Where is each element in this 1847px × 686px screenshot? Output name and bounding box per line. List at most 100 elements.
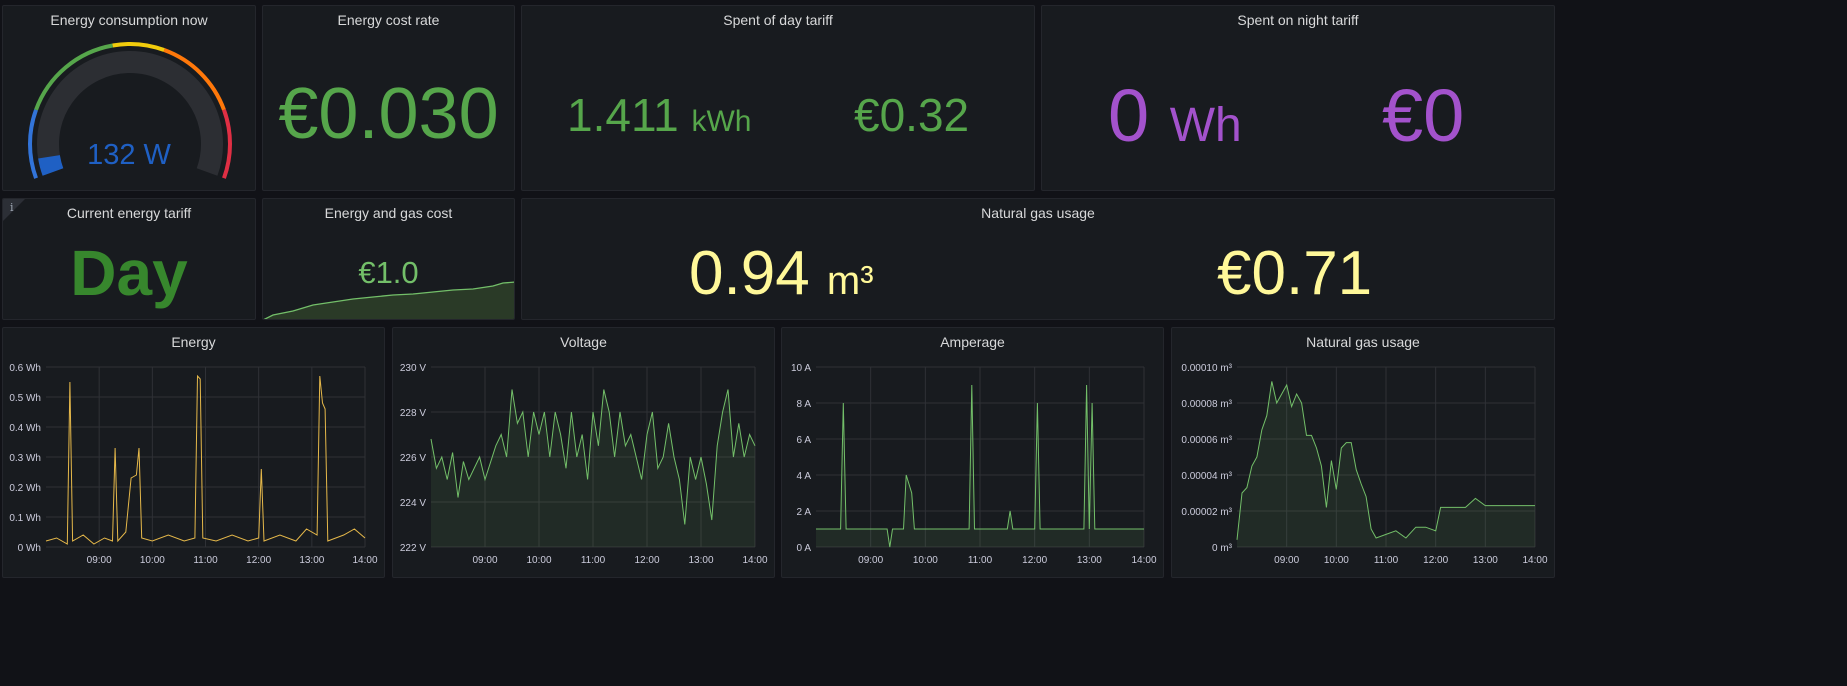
y-tick-label: 6 A [797,435,812,446]
y-tick-label: 10 A [791,363,811,374]
cost-rate-value: €0.030 [278,74,499,154]
panel-title: Voltage [560,334,607,350]
energy-gauge [28,42,232,179]
panel-title: Amperage [940,334,1005,350]
night-energy-value: 0 [1108,74,1150,157]
y-tick-label: 222 V [400,543,426,554]
gas-cost-value: €0.71 [1217,239,1373,308]
y-tick-label: 0.2 Wh [9,483,41,494]
energy-now-value: 132 W [87,139,171,171]
x-tick-label: 14:00 [352,555,377,566]
panel-title: Energy and gas cost [324,205,453,221]
y-tick-label: 0.6 Wh [9,363,41,374]
series-area [1237,381,1535,547]
current-tariff-value: Day [70,237,188,309]
panel-title: Spent of day tariff [723,12,833,28]
panel-natural-gas-usage-stat[interactable]: Natural gas usage 0.94 m³ €0.71 [521,198,1555,320]
voltage-chart: 222 V 224 V 226 V 228 V 230 V 09:00 10:00 11:00… [400,363,768,566]
night-energy-unit: Wh [1169,99,1242,152]
y-tick-label: 0.00008 m³ [1181,399,1232,410]
panel-energy-consumption-now[interactable]: Energy consumption now 132 W [2,5,256,191]
x-tick-label: 14:00 [1131,555,1156,566]
energy-chart: 0 Wh 0.1 Wh 0.2 Wh 0.3 Wh 0.4 Wh 0.5 Wh 0.6 Wh… [9,363,378,566]
gauge-threshold-band [163,48,226,111]
cost-sparkline [263,281,514,319]
x-tick-label: 14:00 [1522,555,1547,566]
panel-amperage-chart[interactable]: Amperage 0 A 2 A 4 A 6 A 8 A 10 A 09:00 10:00 11… [781,327,1164,578]
day-energy-stat: 1.411 kWh [567,92,751,138]
x-tick-label: 09:00 [87,555,112,566]
panel-title: Energy cost rate [337,12,440,28]
series-line [1236,381,1535,540]
panel-natural-gas-usage-chart[interactable]: Natural gas usage 0 m³ 0.00002 m³ 0.00004 … [1171,327,1555,578]
y-tick-label: 0 m³ [1212,543,1233,554]
y-tick-label: 226 V [400,453,426,464]
x-tick-label: 14:00 [742,555,767,566]
info-icon[interactable]: i [10,201,14,214]
x-tick-label: 10:00 [526,555,551,566]
gauge-threshold-band [34,43,113,111]
panel-current-energy-tariff[interactable]: i Current energy tariff Day [2,198,256,320]
panel-energy-chart[interactable]: Energy 0 Wh 0.1 Wh 0.2 Wh 0.3 Wh 0.4 Wh 0.5 W… [2,327,385,578]
x-tick-label: 10:00 [1324,555,1349,566]
panel-spent-night-tariff[interactable]: Spent on night tariff 0 Wh €0 [1041,5,1555,191]
energy-gas-cost-value: €1.0 [358,255,419,290]
series-line [816,384,1144,548]
y-tick-label: 0.00004 m³ [1181,471,1232,482]
panel-title: Spent on night tariff [1237,12,1359,28]
series-line [430,389,756,525]
y-tick-label: 8 A [797,399,812,410]
gauge-track [37,51,223,176]
night-cost-value: €0 [1382,74,1465,157]
gauge-threshold-band [222,109,232,179]
panel-energy-cost-rate[interactable]: Energy cost rate €0.030 [262,5,515,191]
panel-title: Natural gas usage [981,205,1095,221]
panel-title: Natural gas usage [1306,334,1420,350]
x-tick-label: 09:00 [1274,555,1299,566]
panel-spent-day-tariff[interactable]: Spent of day tariff 1.411 kWh €0.32 [521,5,1035,191]
panel-voltage-chart[interactable]: Voltage 222 V 224 V 226 V 228 V 230 V 09:00 10… [392,327,775,578]
x-tick-label: 12:00 [634,555,659,566]
x-tick-label: 12:00 [246,555,271,566]
y-tick-label: 0.4 Wh [9,423,41,434]
gas-volume-stat: 0.94 m³ [689,243,874,305]
x-tick-label: 13:00 [1473,555,1498,566]
x-tick-label: 09:00 [858,555,883,566]
series-area [816,385,1144,547]
x-tick-label: 13:00 [299,555,324,566]
amperage-chart: 0 A 2 A 4 A 6 A 8 A 10 A 09:00 10:00 11:00 12:00 1… [791,363,1157,566]
panel-title: Energy consumption now [50,12,208,28]
gas-volume-value: 0.94 [689,239,810,308]
y-tick-label: 4 A [797,471,812,482]
y-tick-label: 0.00002 m³ [1181,507,1232,518]
x-tick-label: 11:00 [1374,555,1399,566]
sparkline-fill [265,282,514,319]
y-tick-label: 2 A [797,507,812,518]
x-tick-label: 11:00 [193,555,218,566]
y-tick-label: 224 V [400,498,426,509]
x-tick-label: 13:00 [1077,555,1102,566]
y-tick-label: 0 A [797,543,812,554]
y-tick-label: 0.1 Wh [9,513,41,524]
y-tick-label: 0.00006 m³ [1181,435,1232,446]
y-tick-label: 0.00010 m³ [1181,363,1232,374]
y-tick-label: 0.3 Wh [9,453,41,464]
series-area [431,389,755,547]
gauge-threshold-band [28,109,38,179]
x-tick-label: 11:00 [968,555,993,566]
panel-energy-gas-cost[interactable]: Energy and gas cost €1.0 [262,198,515,320]
day-energy-value: 1.411 [567,89,679,141]
y-tick-label: 230 V [400,363,426,374]
info-corner[interactable] [3,199,25,221]
sparkline-line [263,281,514,319]
x-tick-label: 09:00 [472,555,497,566]
x-tick-label: 11:00 [581,555,606,566]
gauge-threshold-band [112,42,165,52]
x-tick-label: 10:00 [913,555,938,566]
x-tick-label: 13:00 [688,555,713,566]
x-tick-label: 10:00 [140,555,165,566]
series-line [45,374,366,545]
panel-title: Energy [171,334,216,350]
panel-title: Current energy tariff [66,205,192,221]
y-tick-label: 0.5 Wh [9,393,41,404]
